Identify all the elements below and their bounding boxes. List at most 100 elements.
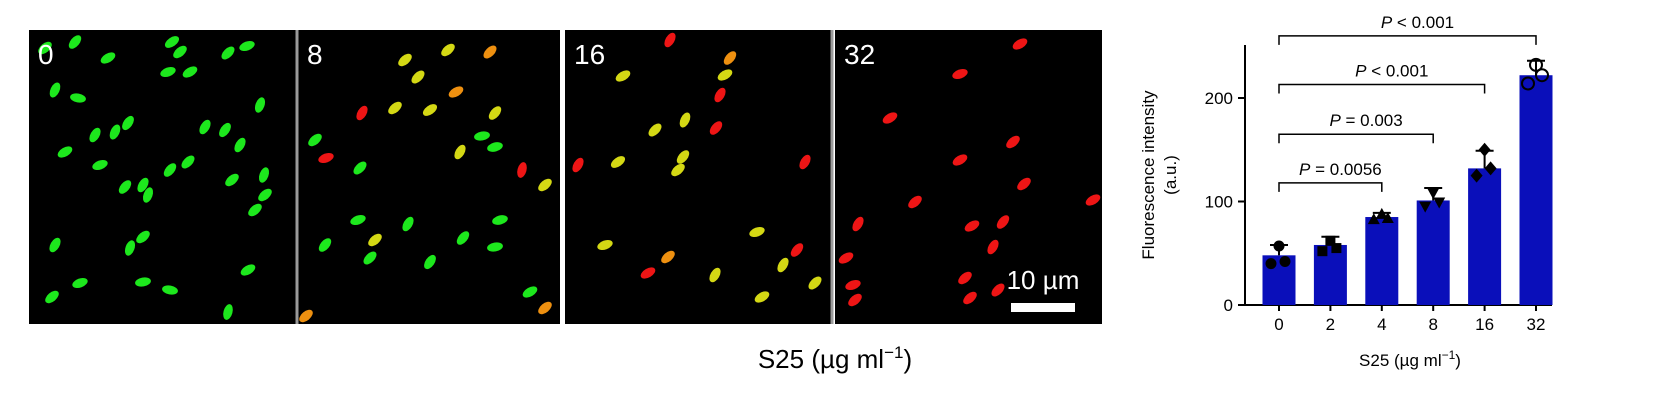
bacterium-cell	[964, 220, 980, 232]
bacterium-cell	[488, 106, 502, 120]
micrograph-axis-sup: −1	[884, 343, 903, 362]
x-tick-label: 32	[1527, 315, 1546, 334]
x-axis-label-close: )	[1455, 351, 1461, 370]
bacterium-cell	[182, 66, 198, 78]
micrograph-axis-label: S25 (µg ml−1)	[758, 343, 912, 374]
bacterium-cell	[258, 167, 270, 183]
y-axis-label: Fluorescence intensity	[1139, 90, 1158, 260]
data-point	[1367, 213, 1380, 225]
bacterium-cell	[522, 286, 538, 298]
bacterium-cell	[676, 150, 690, 164]
micrograph-background	[565, 30, 833, 324]
bacterium-cell	[572, 157, 584, 173]
bacterium-cell	[648, 123, 662, 137]
y-tick-label: 100	[1205, 193, 1233, 212]
bacterium-cell	[356, 105, 368, 121]
bar-4	[1365, 217, 1399, 305]
bacterium-cell	[100, 52, 116, 64]
bacterium-cell	[615, 70, 631, 82]
bacterium-cell	[219, 122, 231, 138]
bacterium-cell	[882, 112, 898, 124]
bacterium-cell	[424, 254, 436, 270]
bracket-line	[1278, 133, 1434, 144]
bacterium-cell	[411, 70, 425, 84]
bacterium-cell	[1085, 194, 1101, 206]
bacterium-cell	[717, 69, 733, 81]
bacterium-cell	[162, 285, 178, 295]
bacterium-cell	[234, 137, 246, 153]
scale-bar: 10 µm	[1007, 265, 1079, 312]
data-point	[1427, 188, 1440, 200]
data-point	[1433, 197, 1446, 209]
bacterium-cell	[173, 45, 187, 59]
bacterium-cell	[199, 119, 211, 135]
micrograph-panel-32: 32	[835, 30, 1102, 324]
bracket-line	[1278, 182, 1383, 192]
bacterium-cell	[996, 215, 1010, 229]
bacterium-cell	[89, 127, 101, 143]
bacterium-cell	[487, 142, 503, 152]
y-axis-unit: (a.u.)	[1161, 155, 1180, 195]
bacterium-cell	[181, 155, 195, 169]
bacterium-cell	[448, 86, 464, 98]
bacterium-cell	[318, 152, 334, 164]
bracket-line	[1278, 35, 1537, 45]
bacterium-cell	[350, 214, 366, 226]
micrograph-panel-16: 16	[565, 30, 833, 324]
micrograph-panel-0: 0	[29, 30, 296, 324]
bacterium-cell	[240, 264, 256, 276]
data-point	[1273, 240, 1285, 252]
bacterium-cell	[987, 239, 999, 255]
bacterium-cell	[487, 242, 503, 252]
bacterium-cell	[160, 66, 176, 78]
bacterium-cell	[118, 180, 132, 194]
bacterium-cell	[908, 195, 922, 209]
data-point	[1317, 246, 1328, 257]
x-tick-label: 2	[1326, 315, 1335, 334]
x-axis-label-text: S25 (µg ml	[1359, 351, 1442, 370]
data-point	[1381, 212, 1394, 224]
bacterium-cell	[164, 36, 180, 48]
bacterium-cell	[597, 239, 613, 251]
bacterium-cell	[72, 277, 88, 289]
bacterium-cell	[142, 187, 154, 203]
bacterium-cell	[1017, 177, 1031, 191]
bacterium-cell	[538, 301, 552, 315]
bacterium-cell	[808, 276, 822, 290]
bacterium-cell	[109, 124, 121, 140]
bacterium-cell	[664, 32, 676, 48]
x-tick-label: 0	[1274, 315, 1283, 334]
bar-chart: 0 100 200 Fluorescence intensity (a.u.) 0 2 4 8 1…	[1139, 13, 1553, 370]
p-value-label: P = 0.003	[1329, 111, 1402, 130]
micrograph-background	[298, 30, 560, 324]
data-point	[1279, 256, 1291, 268]
micrograph-panels: 0 8 16 32	[29, 30, 1102, 324]
bacterium-cell	[398, 53, 412, 67]
x-axis-label: S25 (µg ml−1)	[1359, 348, 1461, 370]
bacterium-cell	[1012, 38, 1028, 50]
bacterium-cell	[474, 131, 490, 141]
bacterium-cell	[57, 146, 73, 158]
data-point	[1265, 258, 1277, 270]
significance-bracket: P = 0.0056	[1278, 160, 1383, 192]
bacterium-cell	[308, 133, 322, 147]
micrograph-axis-text: S25 (µg ml	[758, 344, 884, 374]
bacterium-cell	[368, 233, 382, 247]
bacterium-cell	[136, 230, 150, 244]
bacterium-cell	[122, 115, 134, 131]
bacterium-cell	[353, 161, 367, 175]
bacterium-cell	[958, 271, 972, 285]
bacterium-cell	[671, 163, 685, 177]
bacterium-cell	[852, 216, 864, 232]
bacterium-cell	[492, 215, 508, 225]
bacteria-cells	[572, 32, 822, 303]
bacterium-cell	[714, 87, 726, 103]
data-point	[1478, 142, 1491, 157]
bacterium-cell	[38, 41, 52, 55]
bar-8	[1416, 200, 1450, 305]
bacterium-cell	[517, 162, 527, 178]
data-point	[1375, 207, 1388, 219]
bar-32	[1519, 75, 1553, 305]
data-point	[1484, 161, 1497, 176]
significance-bracket: P < 0.001	[1278, 13, 1537, 45]
